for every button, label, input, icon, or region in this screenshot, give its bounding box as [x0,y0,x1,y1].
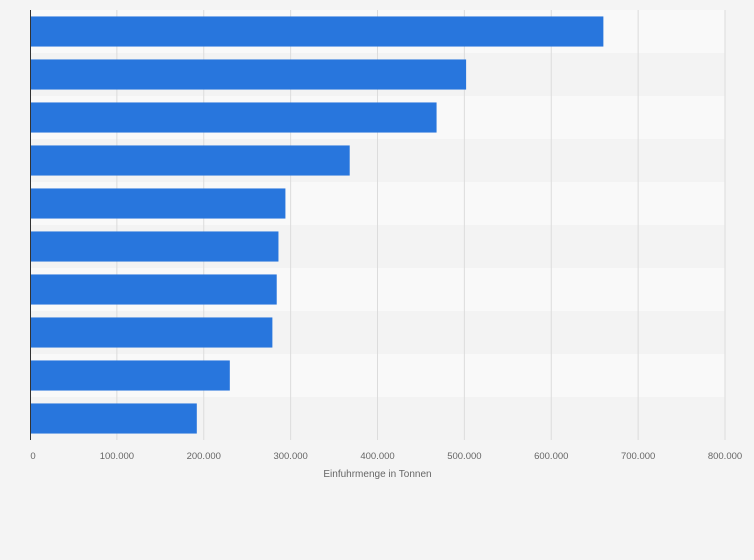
x-tick-label: 300.000 [273,451,307,462]
bar[interactable] [30,274,277,305]
x-tick-label: 800.000 [708,451,742,462]
bar[interactable] [30,16,604,47]
x-tick-label: 600.000 [534,451,568,462]
bars [30,16,604,434]
x-tick-label: 100.000 [100,451,134,462]
bar[interactable] [30,231,279,262]
bar[interactable] [30,317,273,348]
x-tick-label: 700.000 [621,451,655,462]
bar[interactable] [30,360,230,391]
x-tick-label: 0 [30,451,35,462]
bar[interactable] [30,188,286,219]
bar[interactable] [30,145,350,176]
bar[interactable] [30,59,467,90]
x-axis-title: Einfuhrmenge in Tonnen [323,469,431,480]
x-tick-label: 400.000 [360,451,394,462]
x-axis-tick-labels: 0 100.000 200.000 300.000 400.000 500.000 600.… [30,451,742,462]
x-tick-label: 200.000 [187,451,221,462]
bar[interactable] [30,102,437,133]
x-tick-label: 500.000 [447,451,481,462]
bar[interactable] [30,403,197,434]
